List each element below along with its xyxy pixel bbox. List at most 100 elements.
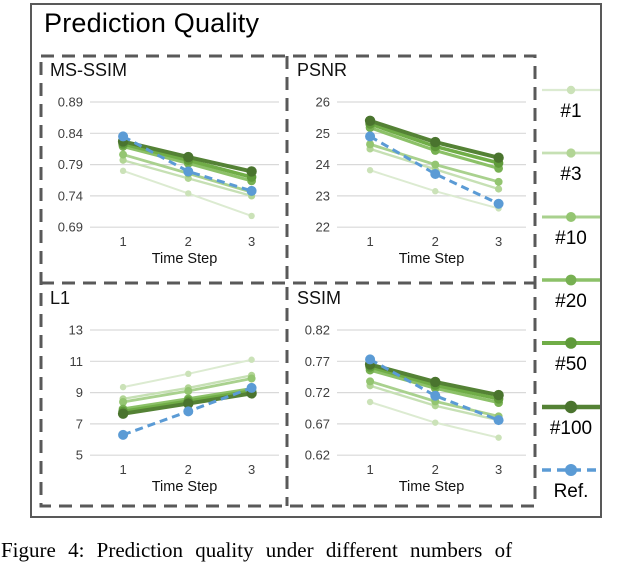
chart-title-l1: L1 [50, 288, 71, 308]
x-tick-label: 1 [366, 462, 373, 477]
legend-entry-Ref: Ref. [536, 460, 606, 503]
panel-l1: L1 13 11 9 7 5 1 2 3 Time Step [40, 283, 287, 507]
legend-line-sample [542, 211, 600, 222]
y-tick-label: 0.79 [58, 157, 83, 172]
data-point-Ref. [365, 131, 376, 142]
legend-label: #100 [549, 417, 593, 439]
data-point-#100 [183, 151, 194, 163]
x-tick-label: 1 [119, 462, 126, 477]
y-tick-label: 5 [76, 448, 83, 463]
x-tick-label: 3 [248, 462, 255, 477]
data-point-#100 [246, 166, 257, 177]
y-tick-label: 22 [316, 220, 330, 235]
data-point-Ref. [183, 406, 194, 417]
legend: #1 #3 #10 #20 #50 #100 Ref. [536, 55, 606, 507]
y-tick-label: 0.77 [305, 354, 330, 369]
x-tick-label: 1 [366, 234, 373, 249]
legend-label: Ref. [553, 480, 589, 502]
legend-entry-100: #100 [536, 397, 606, 440]
legend-marker [566, 211, 576, 222]
data-point-Ref. [246, 382, 257, 393]
data-point-#10 [184, 387, 193, 396]
x-tick-label: 2 [432, 234, 439, 249]
data-point-Ref. [118, 131, 129, 142]
y-tick-label: 25 [316, 126, 330, 141]
ms-ssim-chart: 0.89 0.84 0.79 0.74 0.69 1 2 3 Time Step [58, 95, 279, 267]
legend-line-sample [542, 85, 600, 95]
legend-line-sample [542, 463, 600, 476]
data-point-#10 [119, 150, 128, 159]
legend-label: #3 [560, 164, 582, 186]
legend-label: #10 [555, 227, 587, 249]
data-point-#10 [247, 374, 256, 383]
legend-marker [566, 148, 576, 158]
legend-label: #50 [555, 354, 587, 376]
data-point-#1 [248, 212, 255, 220]
x-axis-label: Time Step [152, 479, 218, 495]
legend-line-sample [542, 148, 600, 158]
x-tick-label: 2 [432, 462, 439, 477]
x-tick-label: 3 [248, 234, 255, 249]
data-point-#100 [430, 136, 441, 148]
legend-label: #20 [555, 290, 587, 312]
data-point-#100 [493, 152, 504, 163]
data-point-#1 [432, 419, 439, 426]
legend-entry-20: #20 [536, 270, 606, 313]
ssim-chart: 0.82 0.77 0.72 0.67 0.62 1 2 3 Time Step [305, 323, 526, 495]
data-point-Ref. [118, 429, 129, 440]
data-point-Ref. [493, 415, 504, 426]
data-point-#1 [248, 356, 255, 363]
y-tick-label: 11 [70, 354, 84, 369]
data-point-#1 [366, 398, 374, 406]
panel-ssim: SSIM 0.82 0.77 0.72 0.67 0.62 1 2 3 Time Step [287, 283, 535, 507]
data-point-#10 [366, 140, 375, 149]
y-tick-label: 9 [76, 385, 83, 400]
y-tick-label: 26 [316, 95, 330, 110]
chart-title-ms-ssim: MS-SSIM [50, 60, 128, 80]
legend-marker [566, 85, 576, 95]
data-point-#1 [119, 383, 127, 391]
legend-line-sample [542, 274, 600, 286]
y-tick-label: 0.72 [305, 385, 330, 400]
y-tick-label: 0.74 [58, 188, 83, 203]
y-tick-label: 7 [76, 416, 83, 431]
legend-marker [565, 274, 577, 286]
data-point-#1 [432, 188, 439, 195]
x-axis-label: Time Step [399, 251, 465, 267]
legend-marker [565, 463, 577, 476]
data-point-#1 [185, 370, 192, 378]
x-tick-label: 3 [495, 234, 502, 249]
legend-label: #1 [560, 101, 582, 122]
series-line-Ref. [122, 135, 253, 193]
data-point-#1 [119, 167, 127, 175]
data-point-#10 [431, 160, 440, 169]
x-tick-label: 2 [185, 234, 192, 249]
x-axis-label: Time Step [152, 251, 218, 267]
data-point-Ref. [246, 185, 257, 196]
data-point-Ref. [430, 390, 441, 401]
data-point-#100 [430, 376, 441, 388]
data-point-#10 [494, 177, 503, 186]
data-point-#1 [366, 167, 374, 174]
dashed-outline [39, 54, 537, 508]
data-point-#100 [493, 389, 504, 401]
chart-title-ssim: SSIM [297, 288, 342, 308]
l1-chart: 13 11 9 7 5 1 2 3 Time Step [69, 323, 279, 495]
legend-entry-3: #3 [536, 143, 606, 186]
data-point-Ref. [365, 354, 376, 365]
legend-line-sample [542, 337, 600, 349]
legend-marker [565, 337, 577, 349]
data-point-#3 [119, 156, 127, 164]
data-point-#100 [117, 408, 129, 419]
x-tick-label: 3 [495, 462, 502, 477]
y-tick-label: 0.89 [58, 95, 83, 110]
legend-line-sample [542, 400, 600, 413]
data-point-#10 [366, 377, 375, 386]
data-point-#3 [494, 185, 503, 193]
y-tick-label: 0.69 [58, 220, 83, 235]
panel-ms-ssim: MS-SSIM 0.89 0.84 0.79 0.74 0.69 1 2 3 Time Step [40, 55, 287, 283]
series-line-Ref. [369, 358, 500, 422]
y-tick-label: 0.67 [305, 416, 330, 431]
